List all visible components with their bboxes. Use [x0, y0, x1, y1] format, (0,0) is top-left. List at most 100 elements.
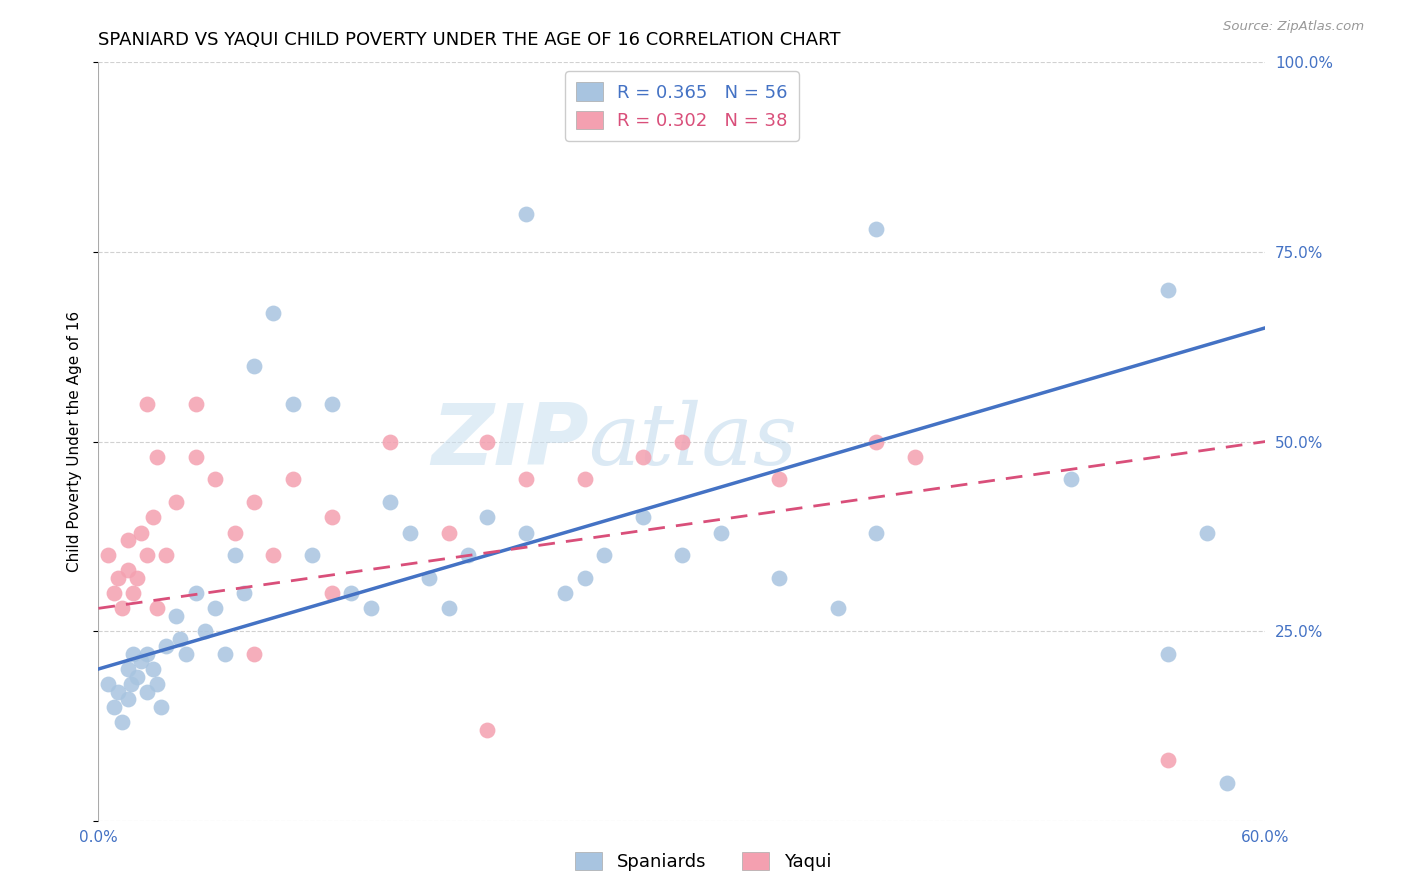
Point — [865, 525, 887, 540]
Point — [243, 359, 266, 373]
Point — [360, 601, 382, 615]
Point — [121, 677, 143, 691]
Point — [117, 692, 139, 706]
Point — [1195, 525, 1218, 540]
Text: ZIP: ZIP — [430, 400, 589, 483]
Point — [184, 450, 207, 464]
Point — [103, 586, 125, 600]
Point — [710, 525, 733, 540]
Point — [631, 450, 654, 464]
Point — [671, 548, 693, 563]
Point — [204, 601, 226, 615]
Point — [768, 473, 790, 487]
Point — [262, 305, 284, 319]
Legend: R = 0.365   N = 56, R = 0.302   N = 38: R = 0.365 N = 56, R = 0.302 N = 38 — [565, 71, 799, 141]
Point — [117, 662, 139, 676]
Point — [233, 586, 256, 600]
Point — [515, 525, 537, 540]
Point — [136, 647, 159, 661]
Point — [477, 723, 499, 737]
Point — [1157, 647, 1180, 661]
Point — [184, 396, 207, 410]
Point — [865, 222, 887, 236]
Point — [129, 525, 152, 540]
Point — [281, 396, 304, 410]
Point — [146, 601, 169, 615]
Point — [1157, 753, 1180, 767]
Point — [515, 473, 537, 487]
Point — [146, 677, 169, 691]
Point — [117, 533, 139, 548]
Point — [194, 624, 217, 639]
Point — [155, 639, 177, 653]
Point — [146, 450, 169, 464]
Point — [127, 571, 149, 585]
Point — [477, 434, 499, 449]
Point — [554, 586, 576, 600]
Point — [243, 647, 266, 661]
Point — [97, 548, 120, 563]
Point — [224, 525, 246, 540]
Point — [827, 601, 849, 615]
Point — [136, 396, 159, 410]
Point — [301, 548, 323, 563]
Point — [155, 548, 177, 563]
Point — [262, 548, 284, 563]
Point — [671, 78, 693, 92]
Point — [204, 473, 226, 487]
Text: Source: ZipAtlas.com: Source: ZipAtlas.com — [1223, 20, 1364, 33]
Point — [477, 510, 499, 524]
Point — [574, 473, 596, 487]
Point — [340, 586, 363, 600]
Point — [904, 450, 927, 464]
Point — [129, 655, 152, 669]
Point — [515, 207, 537, 221]
Point — [380, 434, 402, 449]
Point — [103, 699, 125, 714]
Point — [1157, 283, 1180, 297]
Point — [169, 632, 191, 646]
Point — [321, 586, 343, 600]
Point — [398, 525, 420, 540]
Point — [768, 571, 790, 585]
Point — [97, 677, 120, 691]
Text: SPANIARD VS YAQUI CHILD POVERTY UNDER THE AGE OF 16 CORRELATION CHART: SPANIARD VS YAQUI CHILD POVERTY UNDER TH… — [98, 31, 841, 49]
Point — [165, 608, 187, 623]
Point — [111, 715, 134, 730]
Point — [122, 647, 145, 661]
Point — [671, 434, 693, 449]
Point — [437, 601, 460, 615]
Point — [136, 548, 159, 563]
Point — [865, 434, 887, 449]
Point — [142, 510, 165, 524]
Point — [224, 548, 246, 563]
Point — [321, 396, 343, 410]
Point — [174, 647, 197, 661]
Y-axis label: Child Poverty Under the Age of 16: Child Poverty Under the Age of 16 — [67, 311, 83, 572]
Point — [457, 548, 479, 563]
Point — [142, 662, 165, 676]
Point — [111, 601, 134, 615]
Point — [136, 685, 159, 699]
Point — [281, 473, 304, 487]
Point — [574, 571, 596, 585]
Point — [631, 510, 654, 524]
Point — [380, 495, 402, 509]
Point — [184, 586, 207, 600]
Point — [117, 564, 139, 578]
Point — [214, 647, 236, 661]
Legend: Spaniards, Yaqui: Spaniards, Yaqui — [568, 845, 838, 879]
Point — [243, 495, 266, 509]
Point — [1060, 473, 1083, 487]
Point — [107, 571, 129, 585]
Point — [107, 685, 129, 699]
Point — [418, 571, 440, 585]
Point — [593, 548, 616, 563]
Point — [437, 525, 460, 540]
Point — [321, 510, 343, 524]
Point — [165, 495, 187, 509]
Text: atlas: atlas — [589, 401, 797, 483]
Point — [122, 586, 145, 600]
Point — [127, 669, 149, 683]
Point — [149, 699, 172, 714]
